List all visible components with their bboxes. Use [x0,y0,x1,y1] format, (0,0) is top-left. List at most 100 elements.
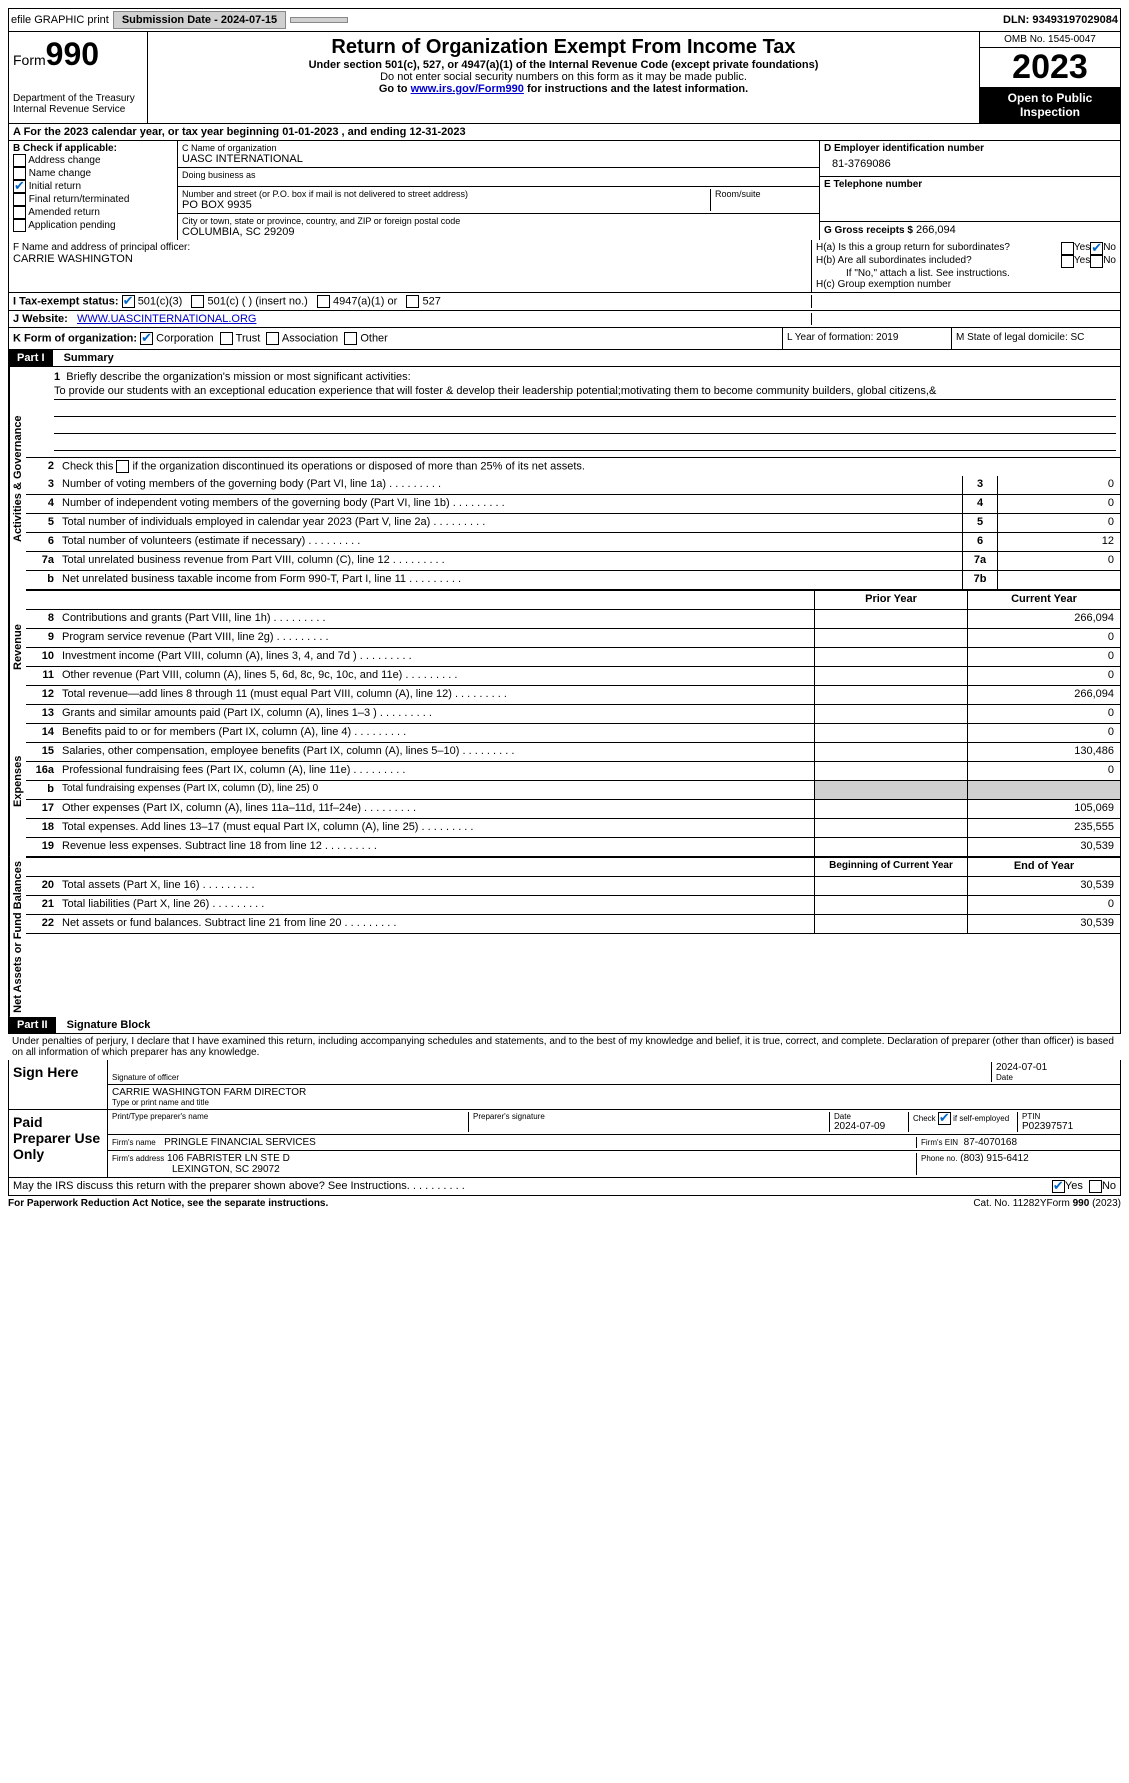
box-b: B Check if applicable: Address change Na… [9,141,178,240]
hdr-py: Prior Year [814,591,967,609]
b-opt-2[interactable]: Initial return [13,180,173,193]
hb-no[interactable] [1090,255,1103,268]
sig-name: CARRIE WASHINGTON FARM DIRECTOR [112,1087,1116,1098]
firm-addr-lbl: Firm's address [112,1154,164,1163]
gov-line-2: 2Check this if the organization disconti… [26,458,1120,476]
hb-yes[interactable] [1061,255,1074,268]
box-m: M State of legal domicile: SC [951,328,1120,349]
i-lbl: I Tax-exempt status: [13,295,119,307]
k-opt-2-cb[interactable] [266,332,279,345]
open-inspection: Open to Public Inspection [980,87,1120,123]
phone-lbl: Phone no. [921,1154,957,1163]
phone: (803) 915-6412 [960,1153,1028,1164]
footer: For Paperwork Reduction Act Notice, see … [8,1196,1121,1211]
gov-line-4: 4Number of independent voting members of… [26,495,1120,514]
box-f: F Name and address of principal officer:… [9,240,811,292]
mission-text: To provide our students with an exceptio… [54,385,1116,400]
b-opt-4[interactable]: Amended return [13,206,173,219]
discuss-yes[interactable] [1052,1180,1065,1193]
na-lines-22: 22Net assets or fund balances. Subtract … [26,915,1120,934]
mission-lbl: Briefly describe the organization's miss… [66,371,410,383]
k-opt-0: Corporation [156,332,213,344]
h-a: H(a) Is this a group return for subordin… [816,242,1061,255]
hdr-na-py: Beginning of Current Year [814,858,967,876]
i-opt-3-cb[interactable] [406,295,419,308]
g-val: 266,094 [916,224,956,236]
firm-name: PRINGLE FINANCIAL SERVICES [164,1137,316,1148]
prep-name-lbl: Print/Type preparer's name [112,1112,468,1121]
submission-button[interactable]: Submission Date - 2024-07-15 [113,11,286,29]
gov-line-3: 3Number of voting members of the governi… [26,476,1120,495]
f-val: CARRIE WASHINGTON [13,253,807,265]
side-gov: Activities & Governance [9,367,26,590]
d-val: 81-3769086 [824,154,1116,174]
i-opt-0-cb[interactable] [122,295,135,308]
h-b-note: If "No," attach a list. See instructions… [816,268,1116,279]
sub2: Do not enter social security numbers on … [152,71,975,83]
c-name: UASC INTERNATIONAL [182,153,815,165]
mission-blank-3 [54,436,1116,451]
discuss-row: May the IRS discuss this return with the… [8,1178,1121,1196]
part1-label: Part I [9,350,53,366]
b-opt-0[interactable]: Address change [13,154,173,167]
c-addr-lbl: Number and street (or P.O. box if mail i… [182,189,710,199]
rev-lines-10: 10Investment income (Part VIII, column (… [26,648,1120,667]
prep-date-lbl: Date [834,1112,904,1121]
ha-yes[interactable] [1061,242,1074,255]
ha-no[interactable] [1090,242,1103,255]
sub1: Under section 501(c), 527, or 4947(a)(1)… [152,59,975,71]
h-b: H(b) Are all subordinates included? [816,255,1061,268]
k-opt-1: Trust [236,332,261,344]
dln-label: DLN: 93493197029084 [1003,14,1118,26]
exp-lines-17: 17Other expenses (Part IX, column (A), l… [26,800,1120,819]
b-opt-1[interactable]: Name change [13,167,173,180]
tax-year: 2023 [980,48,1120,87]
k-opt-3-cb[interactable] [344,332,357,345]
row-a: A For the 2023 calendar year, or tax yea… [8,124,1121,141]
blank-button[interactable] [290,17,348,23]
sig-date-lbl: Date [996,1073,1116,1082]
gov-line-7a: 7aTotal unrelated business revenue from … [26,552,1120,571]
k-opt-0-cb[interactable] [140,332,153,345]
i-opt-1-cb[interactable] [191,295,204,308]
section-gov: Activities & Governance 1 Briefly descri… [8,367,1121,590]
i-opt-2-cb[interactable] [317,295,330,308]
section-rev: Revenue Prior Year Current Year 8Contrib… [8,590,1121,705]
row-j: J Website: WWW.UASCINTERNATIONAL.ORG [8,311,1121,328]
sign-here-label: Sign Here [9,1060,107,1109]
rev-lines-8: 8Contributions and grants (Part VIII, li… [26,610,1120,629]
b-opt-3[interactable]: Final return/terminated [13,193,173,206]
irs-link[interactable]: www.irs.gov/Form990 [411,83,524,95]
h-c: H(c) Group exemption number [816,279,1116,290]
i-opt-1: 501(c) ( ) (insert no.) [208,295,308,307]
self-emp-cb[interactable] [938,1112,951,1125]
rev-lines-9: 9Program service revenue (Part VIII, lin… [26,629,1120,648]
part2-title: Signature Block [59,1017,159,1033]
c-city-lbl: City or town, state or province, country… [182,216,815,226]
footer-r: Form 990 (2023) [1047,1198,1121,1209]
header-left: Form990 Department of the Treasury Inter… [9,32,148,123]
omb-label: OMB No. 1545-0047 [980,32,1120,48]
header-mid: Return of Organization Exempt From Incom… [148,32,979,123]
k-opt-3: Other [360,332,388,344]
i-opt-0: 501(c)(3) [138,295,183,307]
prep-date: 2024-07-09 [834,1121,904,1132]
part1-title: Summary [56,350,122,366]
section-exp: Expenses 13Grants and similar amounts pa… [8,705,1121,857]
discuss-no[interactable] [1089,1180,1102,1193]
exp-lines-18: 18Total expenses. Add lines 13–17 (must … [26,819,1120,838]
perjury-text: Under penalties of perjury, I declare th… [8,1034,1121,1060]
gov-line-5: 5Total number of individuals employed in… [26,514,1120,533]
footer-m: Cat. No. 11282Y [973,1198,1046,1209]
firm-ein: 87-4070168 [964,1137,1017,1148]
b-opt-5[interactable]: Application pending [13,219,173,232]
form-title: Return of Organization Exempt From Incom… [152,36,975,59]
website-link[interactable]: WWW.UASCINTERNATIONAL.ORG [77,313,256,325]
gov-line-6: 6Total number of volunteers (estimate if… [26,533,1120,552]
k-opt-1-cb[interactable] [220,332,233,345]
rev-lines-11: 11Other revenue (Part VIII, column (A), … [26,667,1120,686]
header: Form990 Department of the Treasury Inter… [8,32,1121,124]
ptin: P02397571 [1022,1121,1112,1132]
form-number: 990 [46,36,99,72]
row-k: K Form of organization: Corporation Trus… [8,328,1121,350]
